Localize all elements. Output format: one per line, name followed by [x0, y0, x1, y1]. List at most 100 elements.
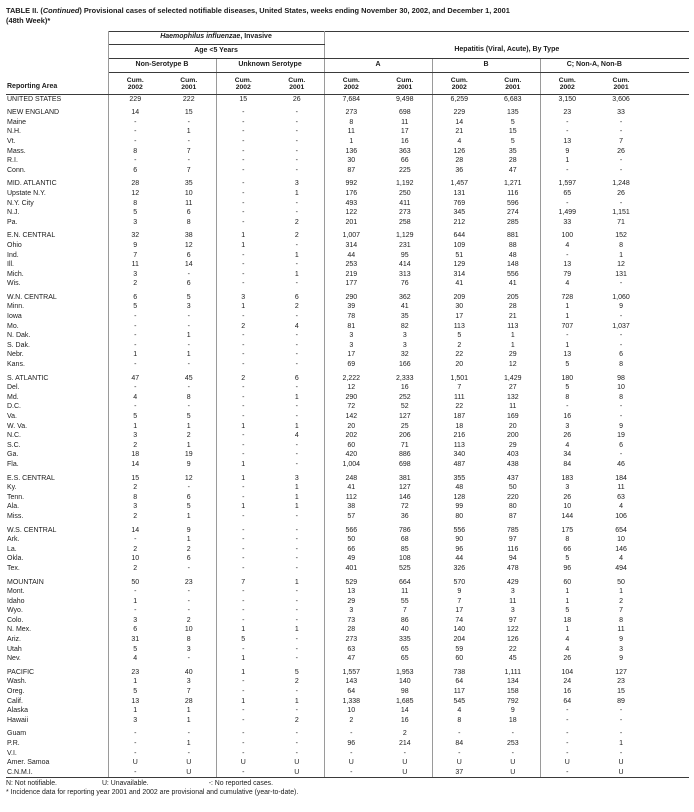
- value-cell: 437: [486, 473, 541, 484]
- title-continued: Continued: [42, 6, 80, 15]
- value-cell: 76: [378, 279, 433, 289]
- value-cell: 2: [162, 544, 217, 555]
- value-cell: 26: [563, 432, 572, 440]
- value-cell: -: [242, 688, 245, 696]
- value-cell: 494: [615, 564, 627, 572]
- value-cell: 38: [347, 503, 356, 511]
- value-cell: 792: [486, 696, 541, 707]
- value-cell: -: [134, 384, 137, 392]
- value-cell: 1,597: [558, 180, 577, 188]
- value-cell: 128: [453, 493, 466, 501]
- value-cell: 1: [133, 351, 138, 359]
- value-cell: 135: [486, 108, 541, 118]
- value-cell: 66: [378, 156, 433, 166]
- value-cell: 4: [619, 503, 623, 511]
- value-cell: -: [540, 767, 595, 779]
- value-cell: 10: [617, 384, 625, 392]
- value-cell: -: [458, 749, 461, 757]
- value-cell: 8: [162, 217, 217, 228]
- value-cell: -: [486, 748, 541, 759]
- value-cell: -: [242, 493, 245, 501]
- value-cell: -: [270, 525, 325, 536]
- value-cell: 36: [455, 166, 464, 174]
- reporting-area-cell: V.I.: [6, 748, 109, 759]
- value-cell: -: [619, 128, 623, 136]
- value-cell: -: [242, 749, 245, 757]
- value-cell: -: [242, 526, 245, 534]
- value-cell: -: [162, 383, 217, 393]
- value-cell: 152: [615, 232, 627, 240]
- value-cell: 3: [565, 422, 570, 430]
- value-cell: 403: [486, 450, 541, 460]
- table-row: Conn. 6 7 - - 87 225 36 47 - -: [6, 165, 689, 176]
- value-cell: 529: [345, 578, 358, 586]
- value-cell: 9: [619, 636, 623, 644]
- table-row: Upstate N.Y. 12 10 - 1 176 250 131 116 65 26: [6, 188, 689, 199]
- value-cell: 7: [619, 607, 623, 615]
- value-cell: 45: [162, 373, 217, 384]
- value-cell: -: [270, 654, 325, 664]
- reporting-area-cell: Tex.: [6, 563, 109, 574]
- value-cell: 6: [162, 208, 217, 218]
- header-tier3: Non-Serotype B Unknown Serotype A B C; N…: [6, 58, 690, 73]
- table-row: Colo. 3 2 - - 73 86 74 97 18 8: [6, 615, 689, 626]
- reporting-area-cell: N.J.: [6, 208, 109, 218]
- value-cell: 3: [270, 179, 325, 189]
- reporting-area-cell: Wyo.: [6, 606, 109, 616]
- value-cell: 222: [162, 94, 217, 105]
- value-cell: 5: [486, 136, 541, 147]
- value-cell: 1: [270, 188, 325, 199]
- table-row: C.N.M.I. - U - U - U 37 U - U: [6, 767, 690, 779]
- value-cell: 9: [565, 147, 570, 155]
- reporting-area-cell: Colo.: [6, 615, 109, 626]
- value-cell: 1,007: [342, 232, 361, 240]
- value-cell: -: [378, 748, 433, 759]
- reporting-area-cell: Maine: [6, 117, 109, 128]
- value-cell: -: [242, 313, 245, 321]
- value-cell: 117: [453, 688, 465, 696]
- value-cell: 24: [563, 678, 572, 686]
- value-cell: 1: [619, 251, 623, 259]
- value-cell: 71: [617, 218, 625, 226]
- value-cell: 82: [378, 321, 433, 332]
- value-cell: 96: [347, 740, 356, 747]
- value-cell: 1: [133, 597, 138, 605]
- value-cell: 16: [378, 136, 433, 147]
- reporting-area-cell: Md.: [6, 392, 109, 403]
- value-cell: 1: [241, 503, 246, 511]
- value-cell: 3: [133, 270, 138, 278]
- value-cell: -: [134, 322, 137, 330]
- table-row: Maine - - - - 8 11 14 5 - -: [6, 117, 689, 128]
- value-cell: 1: [162, 350, 217, 361]
- reporting-area-cell: Miss.: [6, 511, 109, 522]
- table-row: Vt. - - - - 1 16 4 5 13 7: [6, 136, 689, 147]
- value-cell: -: [270, 450, 325, 460]
- value-cell: 60: [563, 578, 572, 586]
- value-cell: 2: [270, 715, 325, 726]
- value-cell: 248: [345, 474, 358, 482]
- table-row: NEW ENGLAND 14 15 - - 273 698 229 135 23 33: [6, 108, 689, 118]
- reporting-area-cell: Mont.: [6, 587, 109, 597]
- value-cell: -: [162, 117, 217, 128]
- value-cell: 50: [131, 578, 140, 586]
- value-cell: 1: [565, 303, 570, 311]
- value-cell: 1: [565, 341, 570, 349]
- value-cell: -: [134, 157, 137, 165]
- reporting-area-cell: Okla.: [6, 554, 109, 564]
- value-cell: 166: [378, 360, 433, 370]
- value-cell: 15: [486, 127, 541, 137]
- value-cell: 5: [270, 667, 325, 678]
- value-cell: 40: [162, 667, 217, 678]
- value-cell: 769: [453, 199, 466, 207]
- value-cell: 229: [129, 95, 142, 103]
- value-cell: 2: [378, 729, 433, 739]
- value-cell: 7: [162, 146, 217, 157]
- value-cell: 596: [486, 198, 541, 209]
- value-cell: -: [270, 644, 325, 655]
- value-cell: 69: [347, 361, 356, 369]
- value-cell: 5: [565, 555, 570, 563]
- value-cell: 1: [565, 588, 570, 596]
- reporting-area-cell: D.C.: [6, 402, 109, 412]
- value-cell: 10: [563, 503, 572, 511]
- value-cell: -: [242, 597, 245, 605]
